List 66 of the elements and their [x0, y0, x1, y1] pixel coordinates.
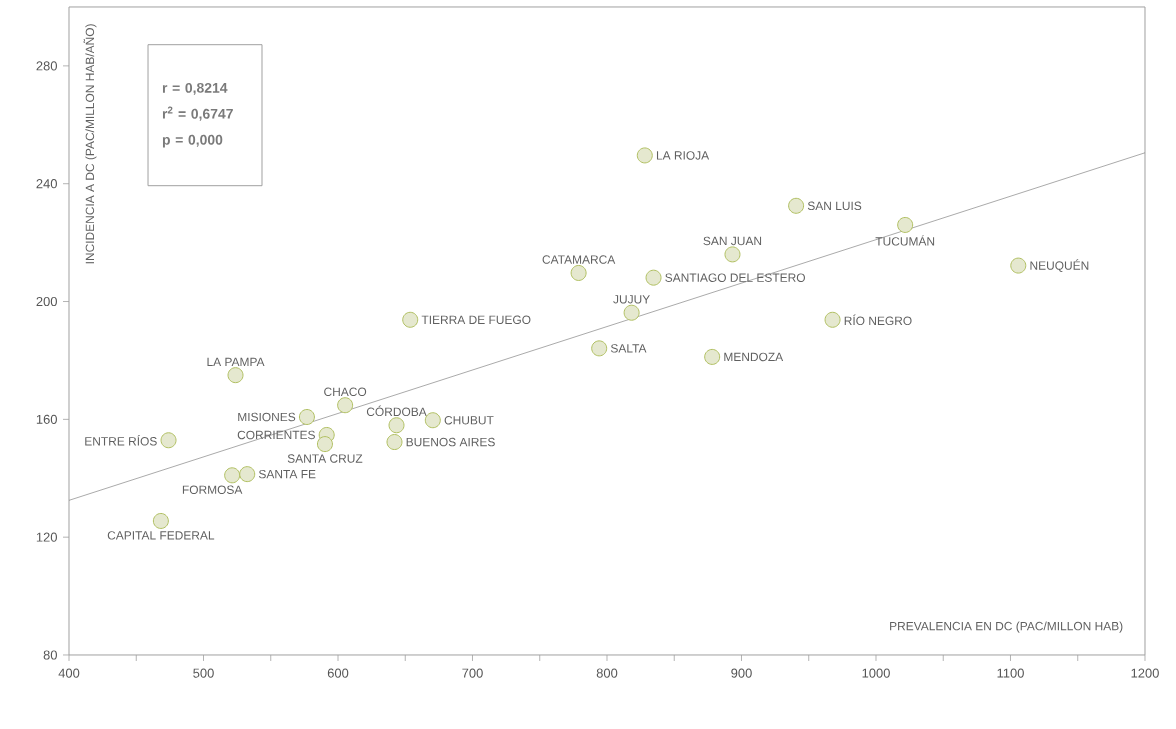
annotation: SANTIAGO DEL ESTERO [665, 273, 805, 282]
point [298, 408, 315, 425]
annotation: MENDOZA [724, 352, 784, 362]
point [788, 197, 805, 214]
annotation: ENTRE RÍOS [85, 435, 157, 446]
annotation: r = 0,8214 [162, 82, 228, 95]
annotation: RÍO NEGRO [844, 314, 912, 326]
point [316, 436, 333, 453]
annotation: JUJUY [613, 295, 650, 304]
annotation: FORMOSA [182, 485, 243, 494]
point [337, 397, 354, 414]
annotation: MISIONES [238, 412, 296, 422]
y-axis-title: INCIDENCIA A DC (PAC/MILLON HAB/AÑO) [83, 24, 97, 264]
annotation: SAN JUAN [703, 236, 762, 246]
annotation: LA PAMPA [207, 357, 265, 366]
x-tick-label: 500 [193, 668, 214, 678]
annotation: LA RIOJA [656, 151, 710, 160]
x-axis-title: PREVALENCIA EN DC (PAC/MILLON HAB) [890, 621, 1123, 633]
point [1010, 257, 1027, 274]
y-tick-label: 80 [43, 650, 57, 660]
annotation: CAPITAL FEDERAL [107, 531, 215, 540]
x-tick-label: 600 [327, 668, 349, 678]
y-tick-label: 120 [36, 532, 57, 542]
point [152, 512, 169, 529]
y-tick-label: 280 [36, 61, 57, 71]
annotation: SAN LUIS [807, 201, 862, 211]
annotation: CATAMARCA [542, 255, 616, 264]
point [824, 311, 841, 328]
x-tick-label: 1000 [862, 668, 890, 678]
annotation: CHUBUT [444, 416, 494, 425]
point [160, 432, 177, 449]
y-tick-label: 160 [36, 414, 57, 424]
annotation: TUCUMÁN [875, 235, 935, 246]
annotation: BUENOS AIRES [406, 437, 495, 447]
y-tick-label: 200 [36, 296, 57, 307]
x-tick-label: 400 [58, 668, 80, 678]
annotation: SANTA CRUZ [287, 454, 363, 463]
annotation: NEUQUÉN [1030, 259, 1089, 272]
annotation: TIERRA DE FUEGO [421, 315, 531, 325]
point [388, 417, 405, 434]
point [570, 264, 587, 281]
point [386, 434, 403, 451]
annotation: SALTA [610, 344, 647, 353]
point [224, 467, 241, 484]
point [724, 246, 741, 263]
x-tick-label: 1100 [997, 668, 1024, 678]
annotation: CORRIENTES [237, 430, 315, 440]
annotation: CHACO [324, 387, 367, 396]
point [636, 147, 653, 164]
point [239, 466, 256, 483]
point [645, 269, 662, 286]
annotation: p = 0,000 [162, 134, 223, 148]
point [704, 348, 721, 365]
point [623, 304, 640, 321]
annotation: CÓRDOBA [366, 405, 427, 417]
y-tick-label: 240 [36, 179, 57, 189]
x-tick-label: 700 [462, 668, 483, 678]
point [591, 340, 608, 357]
point [402, 311, 419, 328]
x-tick-label: 900 [731, 668, 752, 678]
annotation: r$^{2}$ = 0,6747 [162, 106, 233, 121]
point [227, 367, 244, 384]
x-tick-label: 1200 [1131, 668, 1159, 678]
annotation: SANTA FE [258, 469, 316, 479]
point [897, 216, 914, 233]
x-tick-label: 800 [596, 668, 618, 678]
